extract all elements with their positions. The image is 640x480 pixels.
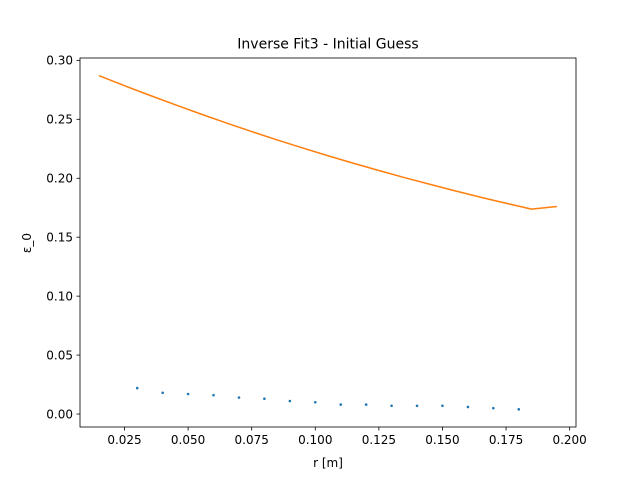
data-point (135, 386, 139, 390)
y-tick-label: 0.15 (46, 230, 73, 244)
x-tick-label: 0.175 (489, 433, 523, 447)
y-tick-label: 0.10 (46, 289, 73, 303)
data-point (517, 408, 521, 411)
series-layer (98, 74, 557, 411)
x-tick-label: 0.075 (235, 433, 269, 447)
y-axis: 0.00 0.05 0.10 0.15 0.20 0.25 0.30 (46, 54, 80, 421)
y-tick-label: 0.00 (46, 407, 73, 421)
x-tick-label: 0.025 (107, 433, 141, 447)
data-point (186, 392, 190, 396)
plot-frame (79, 57, 577, 428)
x-tick-label: 0.125 (362, 433, 396, 447)
data-point (313, 400, 317, 404)
y-tick-label: 0.20 (46, 172, 73, 186)
data-point (492, 406, 495, 410)
data-point (441, 404, 444, 408)
y-tick-label: 0.30 (46, 54, 73, 68)
y-tick-label: 0.25 (46, 113, 73, 127)
data-point (237, 396, 241, 399)
data-point (364, 403, 368, 406)
plot-area (79, 57, 577, 428)
data-point (263, 397, 266, 401)
data-point (212, 393, 215, 397)
x-axis-title: r [m] (313, 456, 343, 470)
plot-background (80, 58, 576, 427)
data-point (339, 403, 343, 406)
data-point (466, 405, 470, 409)
x-axis: 0.025 0.050 0.075 0.100 0.125 0.150 0.175 0.200 (107, 427, 587, 447)
data-point (415, 404, 419, 408)
x-tick-label: 0.200 (552, 433, 586, 447)
x-tick-label: 0.100 (298, 433, 332, 447)
x-tick-label: 0.150 (425, 433, 459, 447)
data-point (161, 391, 164, 395)
series-line-1 (98, 74, 557, 210)
chart-title: Inverse Fit3 - Initial Guess (237, 37, 418, 53)
x-tick-label: 0.050 (171, 433, 205, 447)
y-tick-label: 0.05 (46, 348, 73, 362)
data-point (288, 399, 292, 403)
data-point (390, 404, 393, 408)
y-axis-title: ε_0 (20, 233, 34, 253)
